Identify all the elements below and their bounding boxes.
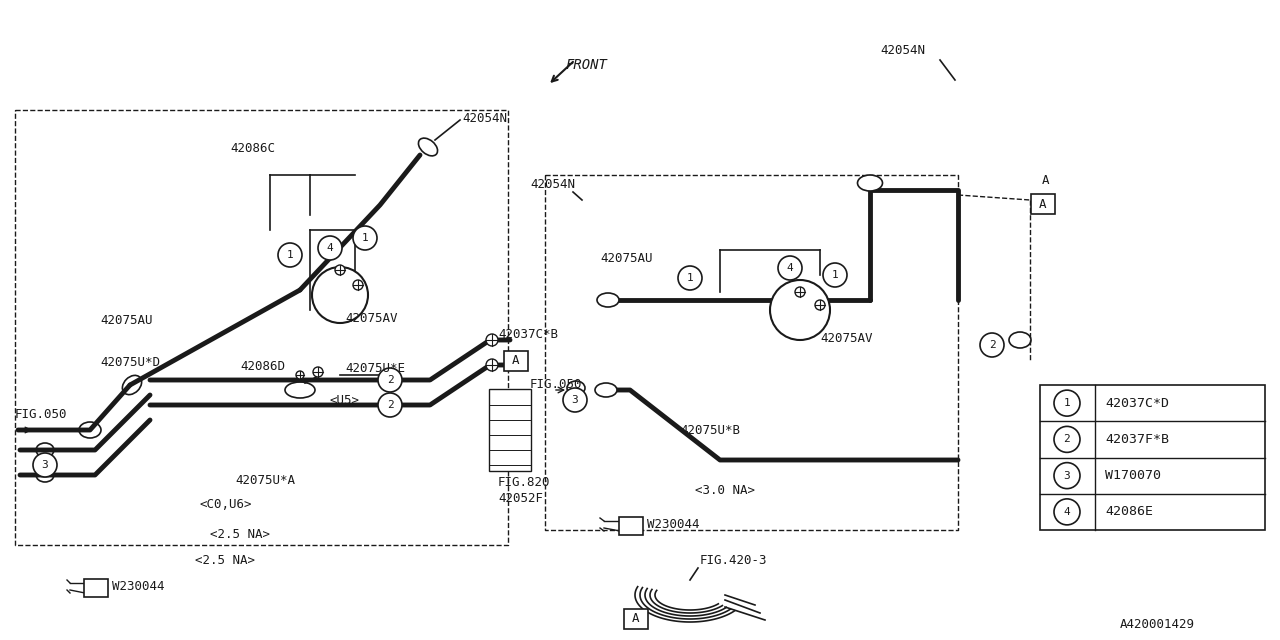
Text: 42052F: 42052F <box>498 492 543 504</box>
Circle shape <box>771 280 829 340</box>
Text: FRONT: FRONT <box>564 58 607 72</box>
Text: 42086D: 42086D <box>241 360 285 374</box>
Text: FIG.820: FIG.820 <box>498 476 550 488</box>
Circle shape <box>778 256 803 280</box>
Text: 3: 3 <box>1064 470 1070 481</box>
Text: 42054N: 42054N <box>881 44 925 56</box>
Text: FIG.050: FIG.050 <box>530 378 582 392</box>
Text: 42054N: 42054N <box>530 179 575 191</box>
Text: 1: 1 <box>1064 398 1070 408</box>
Text: 1: 1 <box>362 233 369 243</box>
Circle shape <box>486 334 498 346</box>
Text: A: A <box>512 355 520 367</box>
Text: 4: 4 <box>1064 507 1070 517</box>
Text: 42075U*A: 42075U*A <box>236 474 294 486</box>
Circle shape <box>1053 463 1080 488</box>
FancyBboxPatch shape <box>1039 385 1265 530</box>
Circle shape <box>980 333 1004 357</box>
Circle shape <box>1053 390 1080 416</box>
Circle shape <box>823 263 847 287</box>
Circle shape <box>378 393 402 417</box>
FancyBboxPatch shape <box>625 609 648 629</box>
Text: A: A <box>1042 173 1050 186</box>
Text: 42086E: 42086E <box>1105 506 1153 518</box>
FancyBboxPatch shape <box>84 579 108 597</box>
Circle shape <box>815 300 826 310</box>
Text: 1: 1 <box>686 273 694 283</box>
Circle shape <box>314 367 323 377</box>
Text: <C0,U6>: <C0,U6> <box>200 499 252 511</box>
Text: 42037C*D: 42037C*D <box>1105 397 1169 410</box>
Text: W170070: W170070 <box>1105 469 1161 482</box>
Text: 42075U*D: 42075U*D <box>100 355 160 369</box>
Text: A: A <box>1039 198 1047 211</box>
Text: 42054N: 42054N <box>462 111 507 125</box>
Circle shape <box>317 236 342 260</box>
Circle shape <box>296 371 305 379</box>
Circle shape <box>278 243 302 267</box>
Text: <2.5 NA>: <2.5 NA> <box>210 529 270 541</box>
Text: FIG.050: FIG.050 <box>15 408 68 422</box>
Circle shape <box>795 287 805 297</box>
Ellipse shape <box>595 383 617 397</box>
Text: 3: 3 <box>42 460 49 470</box>
Text: 1: 1 <box>832 270 838 280</box>
FancyBboxPatch shape <box>1030 194 1055 214</box>
FancyBboxPatch shape <box>620 517 643 535</box>
Ellipse shape <box>419 138 438 156</box>
Circle shape <box>563 388 588 412</box>
Text: <3.0 NA>: <3.0 NA> <box>695 483 755 497</box>
Text: 42075AU: 42075AU <box>100 314 152 326</box>
FancyBboxPatch shape <box>504 351 529 371</box>
Text: W230044: W230044 <box>646 518 699 531</box>
Text: 2: 2 <box>988 340 996 350</box>
Text: 42075AU: 42075AU <box>600 252 653 264</box>
FancyBboxPatch shape <box>489 389 531 471</box>
Text: 2: 2 <box>387 400 393 410</box>
Text: <2.5 NA>: <2.5 NA> <box>195 554 255 566</box>
Text: 42037C*B: 42037C*B <box>498 328 558 342</box>
Text: 2: 2 <box>387 375 393 385</box>
Circle shape <box>353 280 364 290</box>
Circle shape <box>486 359 498 371</box>
Circle shape <box>1053 426 1080 452</box>
Text: A420001429: A420001429 <box>1120 618 1196 632</box>
Circle shape <box>1053 499 1080 525</box>
Text: 42075AV: 42075AV <box>820 332 873 344</box>
Text: FIG.420-3: FIG.420-3 <box>700 554 768 566</box>
Text: 42075U*E: 42075U*E <box>346 362 404 374</box>
Ellipse shape <box>596 293 620 307</box>
Circle shape <box>335 265 346 275</box>
Text: 42075AV: 42075AV <box>346 312 398 324</box>
Text: A: A <box>632 612 640 625</box>
Text: 3: 3 <box>572 395 579 405</box>
Text: <U5>: <U5> <box>330 394 360 406</box>
Text: 42075U*B: 42075U*B <box>680 424 740 436</box>
Text: 4: 4 <box>787 263 794 273</box>
Circle shape <box>353 226 378 250</box>
Text: 42037F*B: 42037F*B <box>1105 433 1169 446</box>
Text: 2: 2 <box>1064 435 1070 444</box>
Circle shape <box>312 267 369 323</box>
Ellipse shape <box>858 175 882 191</box>
Circle shape <box>33 453 58 477</box>
Text: W230044: W230044 <box>113 580 165 593</box>
Circle shape <box>378 368 402 392</box>
Text: 42086C: 42086C <box>230 141 275 154</box>
Circle shape <box>678 266 701 290</box>
Text: 4: 4 <box>326 243 333 253</box>
Text: 1: 1 <box>287 250 293 260</box>
